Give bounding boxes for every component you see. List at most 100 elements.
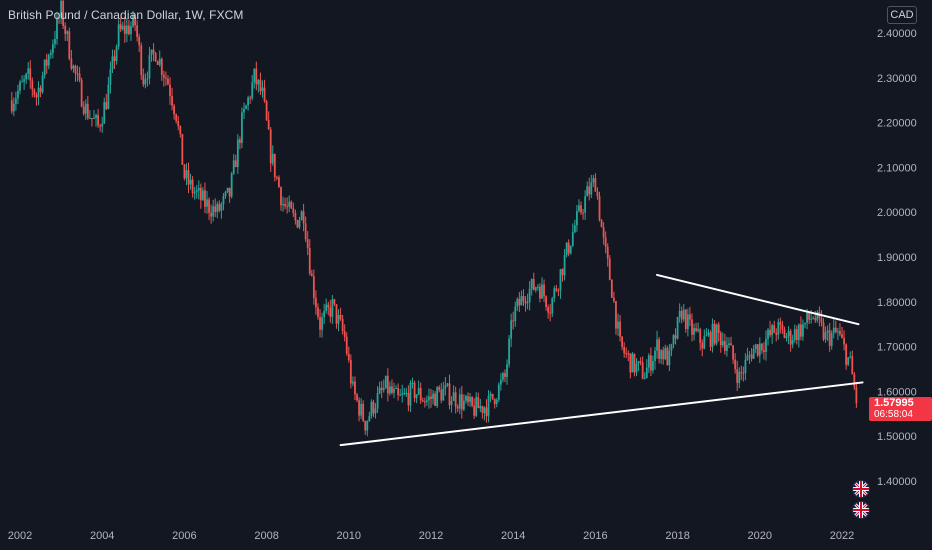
candle-body — [654, 350, 656, 362]
candle-body — [226, 187, 229, 192]
candle-body — [736, 369, 739, 383]
candle-body — [241, 112, 243, 143]
candle-body — [111, 56, 114, 70]
candle-body — [567, 242, 570, 254]
candle-body — [66, 31, 69, 34]
x-tick-label: 2020 — [748, 530, 772, 542]
candle-body — [497, 384, 500, 400]
candle-body — [364, 420, 367, 431]
candle-body — [758, 343, 761, 356]
candle-body — [680, 310, 683, 320]
candle-body — [553, 288, 556, 299]
candle-body — [660, 350, 663, 359]
candle-body — [25, 73, 28, 80]
uk-flag-icon[interactable] — [852, 501, 870, 519]
candle-body — [522, 296, 525, 302]
candle-body — [158, 59, 161, 65]
candle-body — [407, 392, 410, 406]
candle-body — [754, 344, 757, 349]
candle-body — [413, 382, 416, 399]
candle-body — [709, 332, 712, 347]
candle-body — [31, 80, 34, 90]
candle-body — [49, 52, 52, 56]
candle-body — [436, 387, 439, 406]
candle-body — [251, 82, 254, 99]
candle-body — [512, 320, 515, 322]
candle-body — [781, 324, 784, 330]
trendline — [339, 381, 864, 447]
candle-body — [465, 396, 467, 401]
candle-body — [791, 339, 794, 345]
candle-body — [389, 386, 391, 394]
candle-body — [771, 325, 774, 336]
candle-body — [29, 68, 32, 81]
candle-body — [397, 388, 400, 396]
candle-body — [847, 357, 850, 365]
candle-body — [358, 400, 360, 416]
candle-body — [181, 133, 184, 165]
candle-body — [610, 279, 613, 298]
x-tick-label: 2002 — [8, 530, 32, 542]
candle-body — [150, 49, 153, 56]
candle-body — [121, 25, 124, 30]
currency-badge[interactable]: CAD — [887, 6, 917, 24]
candle-body — [619, 321, 621, 337]
candle-body — [839, 331, 841, 335]
candle-body — [212, 206, 215, 217]
candle-body — [232, 160, 235, 174]
time-axis: 2002 2004 2006 2008 2010 2012 2014 2016 2018 2020… — [8, 530, 854, 542]
candle-body — [802, 324, 804, 337]
candle-body — [615, 301, 617, 329]
candle-body — [206, 199, 208, 207]
candle-body — [280, 187, 282, 206]
candle-body — [107, 84, 110, 109]
candle-body — [380, 387, 383, 391]
candle-body — [255, 68, 258, 85]
candle-body — [130, 26, 132, 35]
candle-body — [520, 296, 523, 306]
candle-body — [652, 361, 654, 371]
candle-body — [193, 192, 196, 194]
candle-body — [415, 394, 418, 399]
candle-body — [508, 338, 510, 365]
uk-flag-icon[interactable] — [852, 480, 870, 498]
candle-body — [156, 61, 159, 65]
candle-body — [491, 393, 494, 399]
candle-body — [327, 304, 330, 308]
candle-body — [405, 392, 408, 394]
candle-body — [518, 298, 521, 306]
candle-body — [851, 356, 854, 375]
candle-body — [136, 25, 139, 37]
candle-body — [602, 227, 605, 238]
candle-body — [119, 24, 122, 30]
candle-body — [450, 400, 453, 406]
candle-body — [629, 353, 632, 373]
candle-body — [292, 208, 295, 214]
candle-body — [711, 323, 714, 347]
candle-body — [273, 153, 276, 178]
candle-body — [547, 306, 550, 313]
candle-body — [573, 225, 576, 233]
candle-body — [234, 160, 237, 168]
candle-body — [820, 317, 823, 323]
candle-body — [275, 177, 278, 179]
candle-body — [80, 79, 83, 107]
candle-body — [319, 317, 321, 330]
candle-body — [604, 237, 607, 247]
candle-body — [649, 355, 652, 371]
candle-body — [115, 46, 118, 62]
candle-body — [323, 311, 326, 318]
y-tick-label: 1.90000 — [877, 252, 917, 264]
candle-body — [561, 269, 564, 276]
candle-body — [76, 73, 79, 75]
candle-body — [278, 177, 280, 188]
candle-body — [339, 314, 342, 320]
candle-body — [386, 375, 389, 394]
candle-body — [773, 325, 776, 333]
trendlines[interactable] — [339, 273, 864, 447]
candle-body — [86, 103, 89, 119]
symbol-title[interactable]: British Pound / Canadian Dollar, 1W, FXC… — [8, 8, 244, 22]
candle-body — [360, 403, 363, 416]
candle-body — [723, 341, 726, 351]
